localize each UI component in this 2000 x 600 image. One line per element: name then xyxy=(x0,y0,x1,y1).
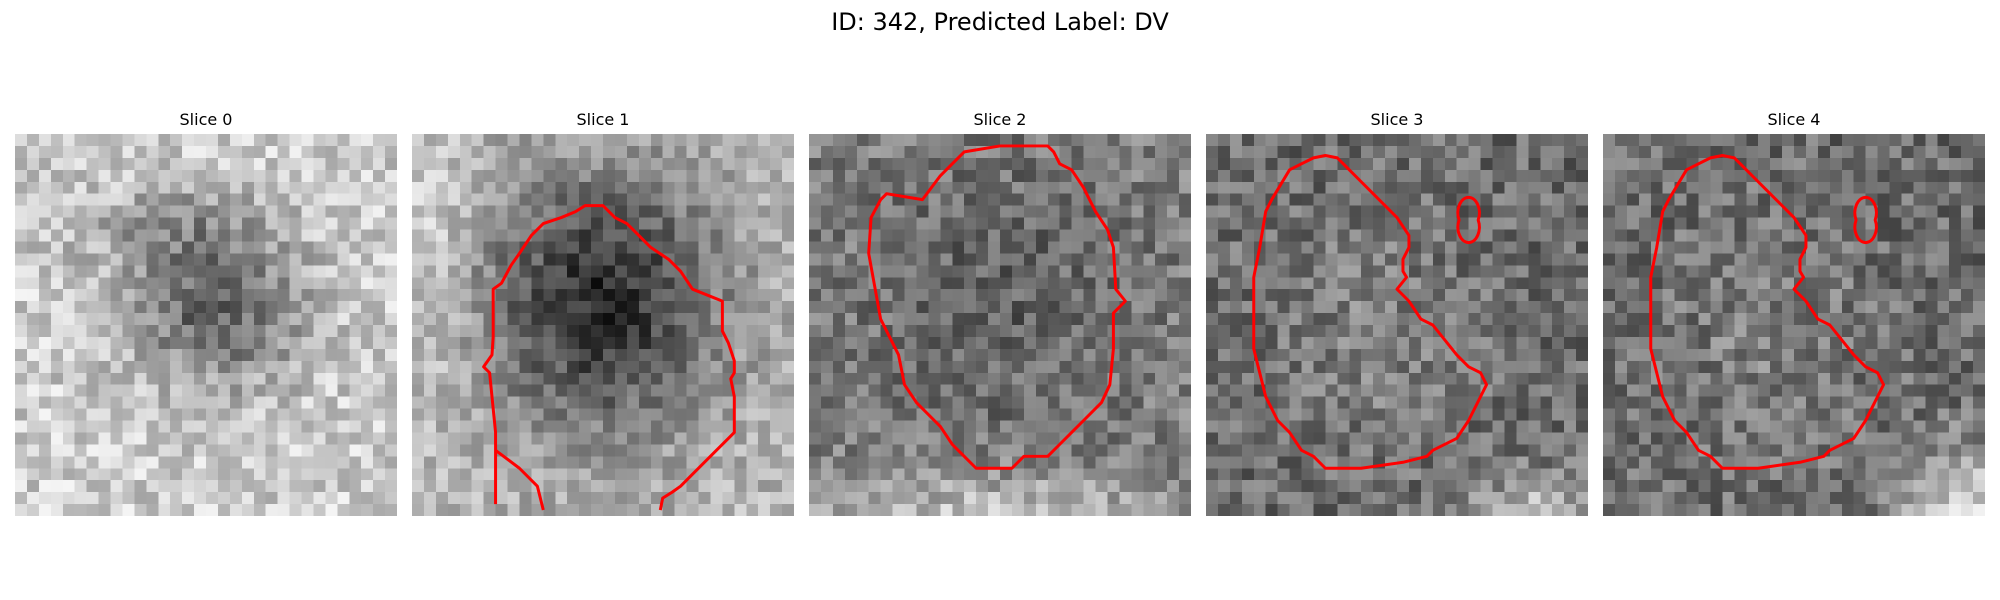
figure-title: ID: 342, Predicted Label: DV xyxy=(831,8,1169,36)
segmentation-contour xyxy=(482,204,736,511)
slice-image xyxy=(1206,134,1588,516)
pixel-grid xyxy=(809,134,1191,516)
segmentation-contour xyxy=(867,144,1127,470)
slice-image xyxy=(412,134,794,516)
slice-image xyxy=(1603,134,1985,516)
segmentation-contour-secondary xyxy=(1456,195,1481,245)
slice-title: Slice 1 xyxy=(576,110,630,129)
slice-image xyxy=(15,134,397,516)
slice-title: Slice 3 xyxy=(1370,110,1424,129)
segmentation-contour xyxy=(1649,153,1886,470)
slice-title: Slice 0 xyxy=(179,110,233,129)
slice-image xyxy=(809,134,1191,516)
pixel-grid xyxy=(1603,134,1985,516)
segmentation-contour-secondary xyxy=(494,449,545,511)
pixel-grid xyxy=(412,134,794,516)
pixel-grid xyxy=(1206,134,1588,516)
slice-title: Slice 2 xyxy=(973,110,1027,129)
segmentation-contour xyxy=(1252,153,1489,470)
pixel-grid xyxy=(15,134,397,516)
slice-title: Slice 4 xyxy=(1767,110,1821,129)
segmentation-contour-secondary xyxy=(1853,195,1878,245)
